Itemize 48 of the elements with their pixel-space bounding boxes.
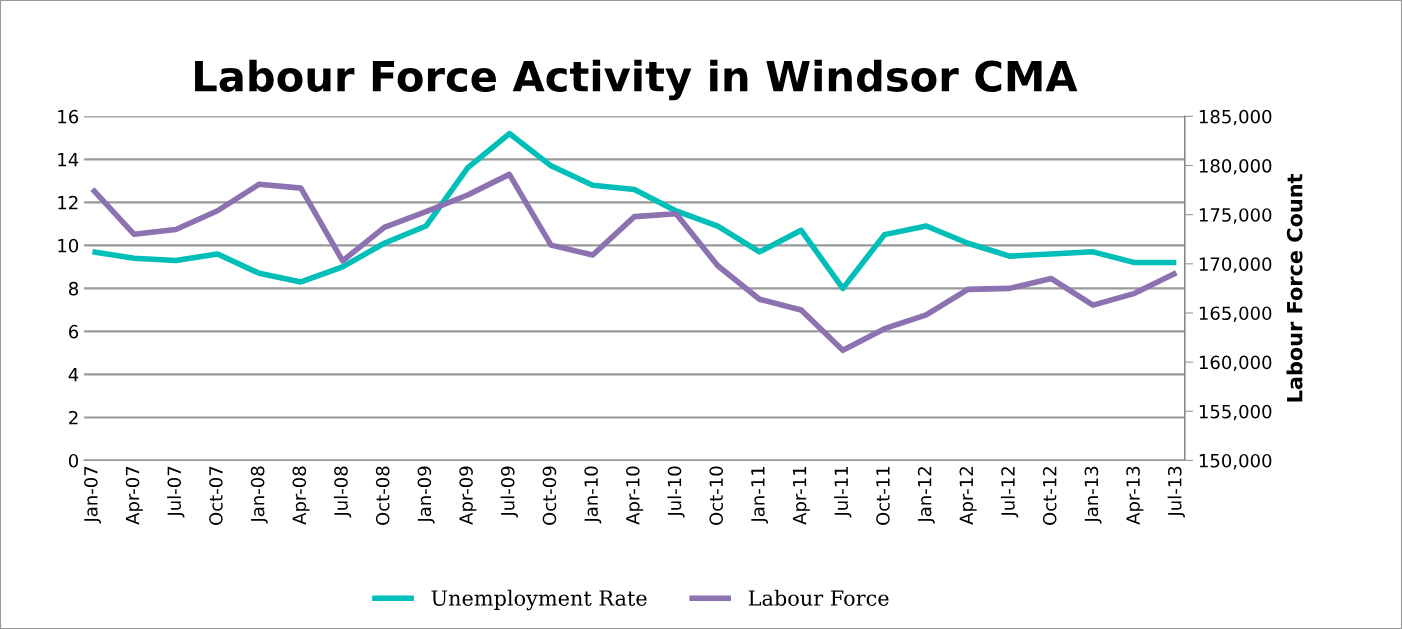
x-tick-label: Oct-10 (709, 466, 724, 525)
y-tick-label: 14 (58, 153, 79, 167)
y2-tick-label: 155,000 (1199, 404, 1272, 421)
y2-tick-label: 150,000 (1199, 453, 1272, 470)
legend-label: Unemployment Rate (431, 589, 647, 611)
x-tick-label: Jul-09 (500, 466, 518, 518)
x-tick-label: Apr-13 (1126, 466, 1144, 525)
y-tick-label: 10 (58, 238, 79, 253)
y2-tick-label: 170,000 (1199, 257, 1272, 273)
y2-axis-title: Labour Force Count (1286, 173, 1303, 402)
x-tick-label: Oct-11 (876, 466, 890, 525)
y-tick-label: 2 (69, 410, 78, 425)
x-tick-label: Jan-11 (751, 466, 769, 524)
y2-tick-label: 165,000 (1199, 306, 1272, 322)
y-tick-label: 4 (68, 368, 79, 382)
y-tick-label: 12 (58, 195, 78, 210)
x-tick-label: Oct-08 (375, 466, 390, 525)
y2-tick-label: 175,000 (1199, 208, 1272, 224)
x-tick-label: Apr-08 (292, 466, 310, 525)
x-tick-label: Jul-13 (1167, 466, 1185, 518)
y-tick-label: 0 (68, 453, 79, 468)
chart-title: Labour Force Activity in Windsor CMA (195, 59, 1078, 101)
x-tick-label: Jul-08 (333, 466, 352, 518)
x-tick-label: Apr-07 (125, 466, 143, 525)
y2-tick-label: 180,000 (1199, 158, 1272, 175)
x-tick-label: Apr-10 (625, 466, 644, 525)
y-tick-label: 8 (69, 281, 79, 296)
y2-tick-label: 160,000 (1199, 355, 1272, 372)
x-tick-label: Apr-11 (792, 466, 810, 525)
x-tick-label: Oct-09 (542, 466, 557, 525)
x-tick-label: Oct-12 (1042, 467, 1057, 525)
x-tick-label: Jan-12 (917, 467, 935, 524)
legend-label: Labour Force (748, 589, 889, 606)
x-tick-label: Jan-13 (1084, 466, 1102, 524)
x-tick-label: Apr-09 (459, 466, 477, 525)
x-tick-label: Jul-10 (667, 466, 685, 518)
x-tick-label: Jan-08 (250, 466, 268, 524)
x-tick-label: Jul-07 (167, 466, 185, 518)
x-tick-label: Jul-12 (1000, 467, 1019, 518)
y-tick-label: 16 (58, 109, 79, 124)
x-tick-label: Jan-10 (584, 466, 602, 524)
y-tick-label: 6 (69, 324, 79, 339)
x-tick-label: Apr-12 (959, 467, 977, 525)
x-tick-label: Jan-07 (84, 466, 102, 524)
y2-tick-label: 185,000 (1199, 109, 1272, 126)
x-tick-label: Jan-09 (417, 466, 435, 524)
x-tick-label: Jul-11 (834, 466, 852, 518)
x-tick-label: Oct-07 (209, 466, 223, 525)
